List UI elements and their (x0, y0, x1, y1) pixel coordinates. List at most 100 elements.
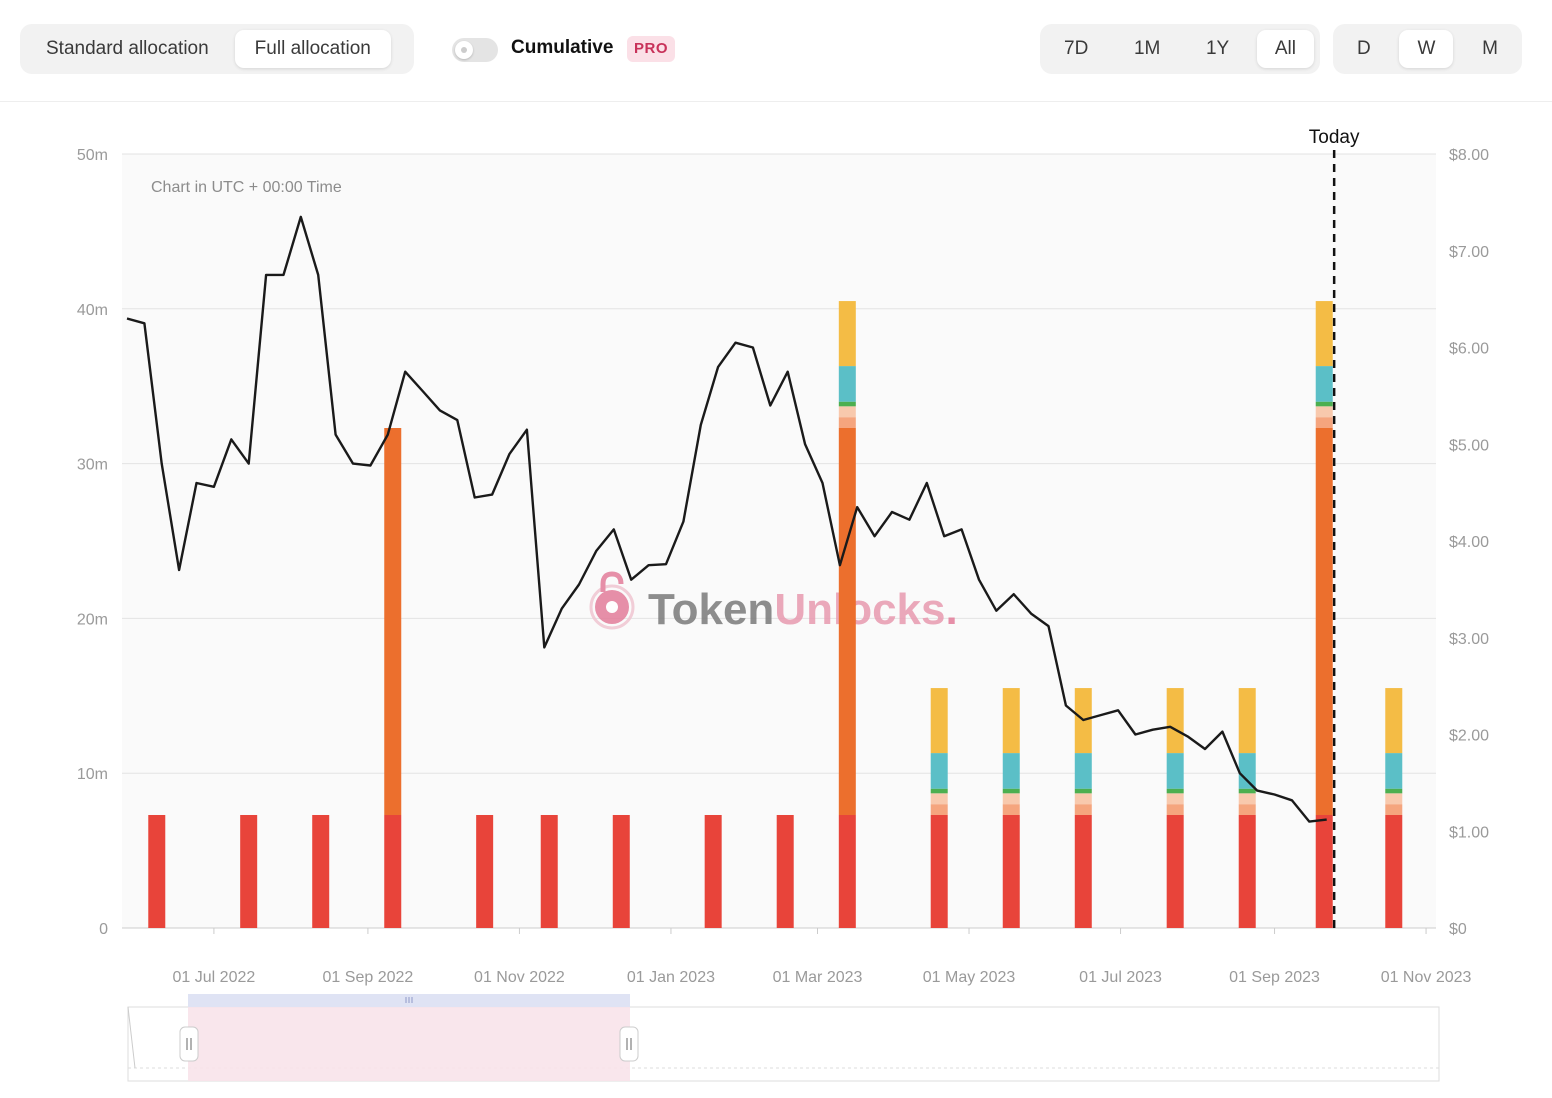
bar-segment-red (148, 814, 166, 928)
bar-segment-red (1002, 814, 1020, 928)
x-tick-label: 01 Jul 2023 (1079, 969, 1162, 986)
unlock-bar[interactable] (476, 814, 494, 928)
allocation-toggle-group: Standard allocation Full allocation (20, 24, 414, 74)
unlock-bar[interactable] (540, 814, 558, 928)
grid-lines (122, 153, 1436, 929)
bar-segment-orange (1315, 427, 1333, 815)
granularity-day-tab[interactable]: D (1357, 38, 1371, 59)
y-left-tick-label: 30m (77, 457, 108, 474)
unlock-bar[interactable] (148, 814, 166, 928)
bar-segment-light_peach (838, 406, 856, 418)
bar-segment-teal (1074, 753, 1092, 789)
x-tick-label: 01 Sep 2023 (1229, 969, 1320, 986)
unlock-bar[interactable] (1166, 688, 1184, 928)
bar-segment-red (1074, 814, 1092, 928)
range-navigator (127, 994, 1440, 1082)
bar-segment-teal (1315, 366, 1333, 402)
bar-segment-red (930, 814, 948, 928)
x-axis: 01 Jul 2022 01 Sep 2022 01 Nov 2022 01 Jan … (173, 928, 1472, 986)
bar-segment-peach (1166, 804, 1184, 815)
bar-segment-green (930, 788, 948, 794)
unlock-bar[interactable] (776, 814, 794, 928)
bar-segment-red (704, 814, 722, 928)
bar-segment-teal (838, 366, 856, 402)
y-right-tick-label: $6.00 (1449, 341, 1489, 358)
bar-segment-red (312, 814, 330, 928)
unlock-bar[interactable] (704, 814, 722, 928)
bar-segment-red (612, 814, 630, 928)
unlock-bar[interactable] (312, 814, 330, 928)
navigator-grip-icon (405, 997, 413, 1003)
bar-segment-peach (1238, 804, 1256, 815)
x-tick-label: 01 Nov 2022 (474, 969, 565, 986)
range-1y-tab[interactable]: 1Y (1205, 38, 1230, 59)
plot-background (122, 154, 1436, 928)
granularity-week-tab[interactable]: W (1399, 30, 1454, 68)
y-axis-left: 0 10m 20m 30m 40m 50m (77, 147, 108, 938)
y-left-tick-label: 50m (77, 147, 108, 164)
navigator-selection[interactable] (188, 1007, 630, 1081)
bar-segment-red (838, 814, 856, 928)
x-tick-label: 01 May 2023 (923, 969, 1016, 986)
bar-segment-peach (1002, 804, 1020, 815)
watermark-text: TokenUnlocks. (648, 585, 958, 634)
price-line[interactable] (126, 215, 1327, 823)
bar-segment-teal (1002, 753, 1020, 789)
y-left-tick-label: 0 (99, 921, 108, 938)
navigator-handle-left[interactable] (179, 1026, 199, 1062)
watermark-token: Token (648, 585, 774, 634)
navigator-handle-right[interactable] (619, 1026, 639, 1062)
unlock-bar[interactable] (1385, 688, 1403, 928)
bar-segment-light_peach (1002, 793, 1020, 805)
range-1m-tab[interactable]: 1M (1133, 38, 1161, 59)
bar-segment-yellow (1315, 301, 1333, 367)
bar-segment-light_peach (1166, 793, 1184, 805)
bar-segment-peach (1074, 804, 1092, 815)
bar-segment-peach (838, 417, 856, 428)
x-tick-label: 01 Jul 2022 (173, 969, 256, 986)
bar-segment-yellow (930, 688, 948, 754)
today-label: Today (1309, 127, 1360, 148)
bar-segment-peach (1315, 417, 1333, 428)
unlock-bar[interactable] (838, 301, 856, 928)
y-axis-right: $0 $1.00 $2.00 $3.00 $4.00 $5.00 $6.00 $7.00 $8.… (1449, 147, 1489, 938)
full-allocation-tab[interactable]: Full allocation (234, 30, 391, 68)
y-right-tick-label: $0 (1449, 921, 1467, 938)
bar-segment-green (1238, 788, 1256, 794)
bar-segment-green (1385, 788, 1403, 794)
unlock-bar[interactable] (384, 427, 402, 928)
unlock-bar[interactable] (1238, 688, 1256, 928)
granularity-month-tab[interactable]: M (1482, 38, 1498, 59)
bar-segment-red (540, 814, 558, 928)
y-left-tick-label: 10m (77, 766, 108, 783)
x-tick-label: 01 Mar 2023 (773, 969, 863, 986)
bar-segment-green (1074, 788, 1092, 794)
unlock-bar[interactable] (1002, 688, 1020, 928)
unlock-bar[interactable] (930, 688, 948, 928)
range-7d-tab[interactable]: 7D (1064, 38, 1089, 59)
watermark-dot: . (945, 585, 957, 634)
range-all-tab[interactable]: All (1256, 30, 1314, 68)
cumulative-toggle[interactable] (452, 38, 498, 62)
x-tick-label: 01 Sep 2022 (323, 969, 414, 986)
bar-segment-red (384, 814, 402, 928)
chart-timezone-note: Chart in UTC + 00:00 Time (151, 179, 342, 196)
navigator-preview-line (127, 1006, 136, 1069)
bar-segment-red (776, 814, 794, 928)
unlock-bar[interactable] (1074, 688, 1092, 928)
standard-allocation-tab[interactable]: Standard allocation (46, 38, 209, 59)
bar-segment-yellow (1166, 688, 1184, 754)
unlock-bar[interactable] (612, 814, 630, 928)
y-right-tick-label: $7.00 (1449, 244, 1489, 261)
unlock-bar[interactable] (240, 814, 258, 928)
bar-segment-red (240, 814, 258, 928)
watermark-unlocks: Unlocks (774, 585, 945, 634)
unlock-bar[interactable] (1315, 301, 1333, 928)
cumulative-label: Cumulative (511, 37, 614, 58)
lock-logo-icon (589, 571, 635, 630)
bar-segment-green (1166, 788, 1184, 794)
x-tick-label: 01 Jan 2023 (627, 969, 715, 986)
bar-segment-peach (1385, 804, 1403, 815)
bar-segment-yellow (838, 301, 856, 367)
